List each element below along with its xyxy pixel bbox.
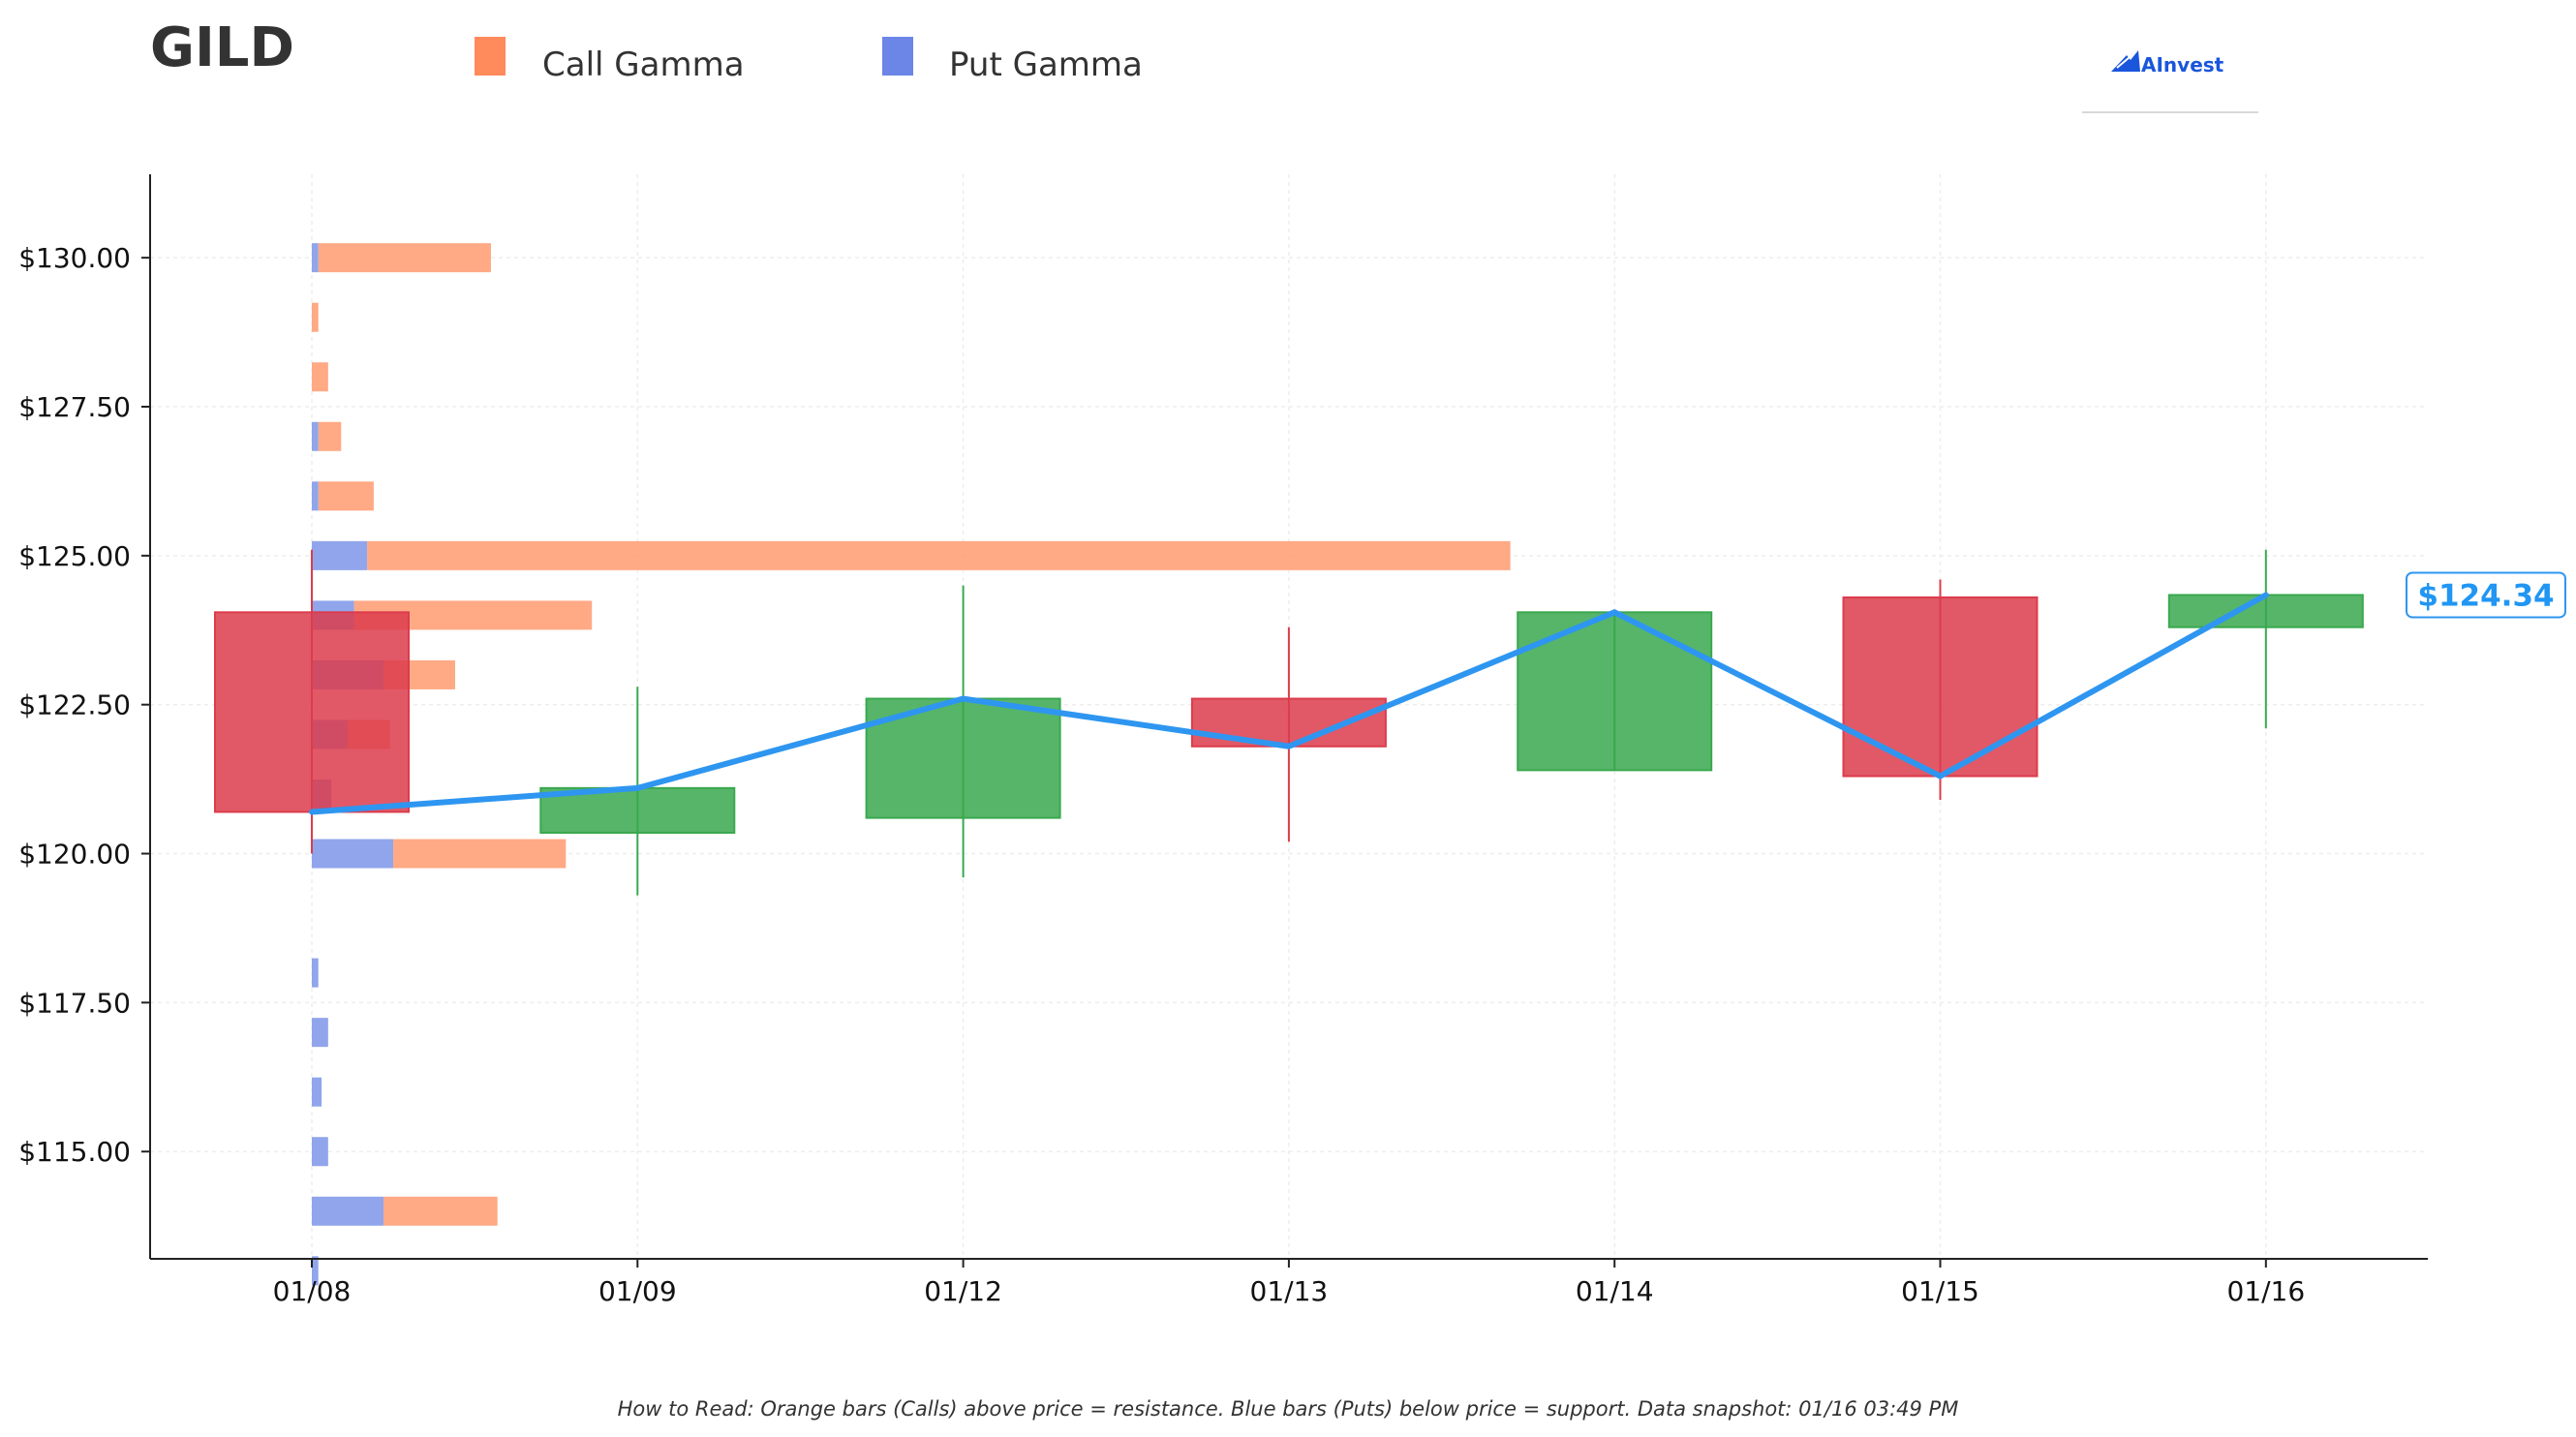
footer-note: How to Read: Orange bars (Calls) above p…	[618, 1397, 1959, 1421]
x-tick-label: 01/12	[924, 1275, 1002, 1307]
x-tick-label: 01/09	[598, 1275, 677, 1307]
put-gamma-bar	[312, 421, 319, 451]
put-gamma-bar	[312, 1196, 383, 1226]
legend-call-swatch	[475, 37, 506, 76]
y-tick-label: $127.50	[18, 391, 131, 423]
y-tick-label: $125.00	[18, 540, 131, 572]
call-gamma-bar	[367, 540, 1511, 570]
x-tick-label: 01/14	[1576, 1275, 1654, 1307]
brand-logo: AInvest	[2082, 50, 2258, 113]
ticker-title: GILD	[150, 16, 294, 79]
y-tick-label: $117.50	[18, 987, 131, 1019]
x-tick-label: 01/13	[1250, 1275, 1329, 1307]
close-price-line	[309, 592, 2269, 815]
call-gamma-bar	[312, 362, 328, 392]
legend-call-label: Call Gamma	[542, 46, 745, 84]
put-gamma-bar	[312, 1256, 319, 1286]
legend-put-label: Put Gamma	[949, 46, 1143, 84]
call-gamma-bar	[318, 243, 491, 273]
put-gamma-bar	[312, 1077, 322, 1107]
put-gamma-bar	[312, 1137, 328, 1167]
y-tick-label: $122.50	[18, 689, 131, 721]
last-price-box	[2406, 571, 2566, 619]
call-gamma-bar	[318, 421, 342, 451]
y-tick-label: $115.00	[18, 1136, 131, 1168]
legend: Call Gamma Put Gamma	[475, 37, 1143, 84]
x-tick-label: 01/08	[273, 1275, 352, 1307]
y-tick-label: $130.00	[18, 242, 131, 274]
y-tick-label: $120.00	[18, 839, 131, 871]
call-gamma-bar	[393, 839, 567, 869]
x-tick-label: 01/16	[2226, 1275, 2305, 1307]
ainvest-logo-icon	[2111, 50, 2140, 72]
candle-body	[1517, 611, 1713, 772]
call-gamma-bar	[312, 302, 319, 332]
call-gamma-bar	[318, 481, 374, 511]
last-price-label: $124.34	[2417, 578, 2554, 613]
x-tick-label: 01/15	[1901, 1275, 1979, 1307]
put-gamma-bar	[312, 243, 319, 273]
put-gamma-bar	[312, 481, 319, 511]
call-gamma-bar	[383, 1196, 498, 1226]
put-gamma-bar	[312, 1018, 328, 1048]
put-gamma-bar	[312, 839, 394, 869]
axes: $115.00 $117.50 $120.00 $122.50 $125.00 $127.…	[18, 174, 2428, 1307]
brand-name: AInvest	[2141, 53, 2224, 76]
last-price-badge: $124.34	[2406, 571, 2566, 619]
candles	[214, 549, 2364, 896]
legend-put-swatch	[882, 37, 913, 76]
candle-body	[2167, 594, 2364, 628]
put-gamma-bar	[312, 540, 368, 570]
candle-body	[1842, 596, 2039, 778]
candle-body	[214, 611, 410, 813]
put-gamma-bar	[312, 958, 319, 988]
close-line	[309, 592, 2269, 815]
